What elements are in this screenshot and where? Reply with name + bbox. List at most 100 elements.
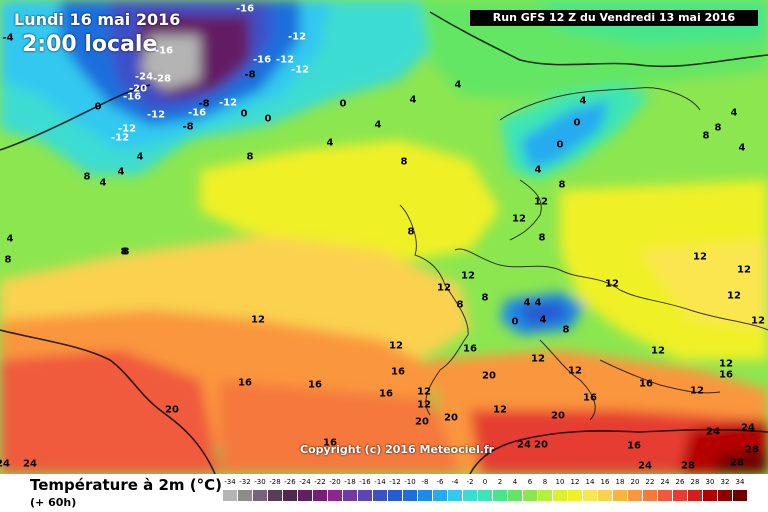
temperature-value: 16 bbox=[323, 437, 337, 449]
temperature-value: 16 bbox=[639, 378, 653, 390]
temperature-value: 4 bbox=[534, 297, 542, 309]
temperature-value: 16 bbox=[238, 377, 252, 389]
legend-swatch bbox=[732, 490, 747, 501]
temperature-value: -4 bbox=[2, 32, 14, 44]
copyright-notice: Copyright (c) 2016 Meteociel.fr bbox=[300, 443, 495, 456]
temperature-value: 4 bbox=[99, 177, 107, 189]
temperature-value: 12 bbox=[493, 404, 507, 416]
temperature-value: 24 bbox=[706, 426, 720, 438]
temperature-value: -12 bbox=[146, 109, 166, 121]
temperature-value: 12 bbox=[437, 282, 451, 294]
temperature-value: 8 bbox=[83, 171, 91, 183]
legend-tick-label: -30 bbox=[254, 478, 266, 486]
temperature-value: 28 bbox=[745, 444, 759, 456]
temperature-value: -16 bbox=[187, 107, 207, 119]
temperature-value: 0 bbox=[264, 113, 272, 125]
temperature-value: 12 bbox=[512, 213, 526, 225]
temperature-value: 24 bbox=[517, 439, 531, 451]
temperature-value: 24 bbox=[741, 422, 755, 434]
legend-tick-label: 22 bbox=[645, 478, 655, 486]
legend-swatch bbox=[447, 490, 462, 501]
legend-swatch bbox=[507, 490, 522, 501]
temperature-value: 16 bbox=[391, 366, 405, 378]
legend-swatch bbox=[657, 490, 672, 501]
legend-tick-label: -10 bbox=[404, 478, 416, 486]
legend-swatch bbox=[672, 490, 687, 501]
temperature-value: 0 bbox=[511, 316, 519, 328]
temperature-value: 16 bbox=[379, 388, 393, 400]
legend-swatch bbox=[522, 490, 537, 501]
temperature-value: -20 bbox=[128, 83, 148, 95]
legend-swatch bbox=[552, 490, 567, 501]
legend-swatch bbox=[612, 490, 627, 501]
temperature-value: 4 bbox=[738, 142, 746, 154]
legend-tick-label: -18 bbox=[344, 478, 356, 486]
temperature-value: 8 bbox=[538, 232, 546, 244]
legend-tick-label: 2 bbox=[497, 478, 503, 486]
temperature-value: 12 bbox=[534, 196, 548, 208]
legend-tick-label: 8 bbox=[542, 478, 548, 486]
temperature-value: 12 bbox=[417, 399, 431, 411]
temperature-value: 12 bbox=[417, 386, 431, 398]
temperature-value: 8 bbox=[558, 179, 566, 191]
legend-swatch bbox=[687, 490, 702, 501]
legend-tick-label: 12 bbox=[570, 478, 580, 486]
temperature-value: 4 bbox=[6, 233, 14, 245]
variable-title: Température à 2m (°C) bbox=[30, 476, 222, 494]
legend-swatch bbox=[492, 490, 507, 501]
temperature-value: 12 bbox=[461, 270, 475, 282]
legend-tick-label: 32 bbox=[720, 478, 730, 486]
temperature-value: 8 bbox=[407, 226, 415, 238]
temperature-value: -12 bbox=[290, 64, 310, 76]
temperature-value: -8 bbox=[244, 69, 256, 81]
temperature-value: 8 bbox=[4, 254, 12, 266]
temperature-value: 20 bbox=[415, 416, 429, 428]
temperature-value: -8 bbox=[198, 98, 210, 110]
legend-tick-label: 10 bbox=[555, 478, 565, 486]
temperature-value: 12 bbox=[251, 314, 265, 326]
temperature-value: 4 bbox=[326, 137, 334, 149]
legend-swatch bbox=[417, 490, 432, 501]
temperature-value: -12 bbox=[287, 31, 307, 43]
temperature-value: 4 bbox=[454, 79, 462, 91]
legend-swatch bbox=[597, 490, 612, 501]
temperature-value: 16 bbox=[627, 440, 641, 452]
legend-swatch bbox=[312, 490, 327, 501]
legend-tick-label: -16 bbox=[359, 478, 371, 486]
temperature-value: 12 bbox=[690, 385, 704, 397]
temperature-value: 8 bbox=[246, 151, 254, 163]
temperature-value: 16 bbox=[719, 369, 733, 381]
legend-swatch bbox=[702, 490, 717, 501]
temperature-value: 12 bbox=[568, 365, 582, 377]
temperature-value: 12 bbox=[751, 315, 765, 327]
legend-tick-label: -4 bbox=[451, 478, 459, 486]
legend-tick-label: 6 bbox=[527, 478, 533, 486]
temperature-value: 8 bbox=[562, 324, 570, 336]
temperature-value: 20 bbox=[444, 412, 458, 424]
temperature-value: 28 bbox=[730, 457, 744, 469]
temperature-value: 8 bbox=[122, 246, 130, 258]
temperature-value: 8 bbox=[400, 156, 408, 168]
temperature-field bbox=[0, 0, 768, 474]
legend-swatch bbox=[297, 490, 312, 501]
temperature-value: 24 bbox=[638, 460, 652, 472]
legend-swatch bbox=[342, 490, 357, 501]
legend-swatch bbox=[282, 490, 297, 501]
temperature-value: 20 bbox=[534, 439, 548, 451]
temperature-value: 12 bbox=[651, 345, 665, 357]
temperature-value: 4 bbox=[523, 297, 531, 309]
temperature-value: 12 bbox=[727, 290, 741, 302]
legend-tick-label: -26 bbox=[284, 478, 296, 486]
temperature-value: 8 bbox=[120, 246, 128, 258]
legend-tick-label: -2 bbox=[466, 478, 474, 486]
temperature-value: 12 bbox=[389, 340, 403, 352]
temperature-value: -12 bbox=[275, 54, 295, 66]
legend-swatch bbox=[252, 490, 267, 501]
legend-tick-label: -28 bbox=[269, 478, 281, 486]
temperature-value: 0 bbox=[573, 117, 581, 129]
temperature-value: -8 bbox=[182, 121, 194, 133]
temperature-value: -16 bbox=[252, 54, 272, 66]
legend-tick-label: 4 bbox=[512, 478, 518, 486]
legend-tick-label: -12 bbox=[389, 478, 401, 486]
